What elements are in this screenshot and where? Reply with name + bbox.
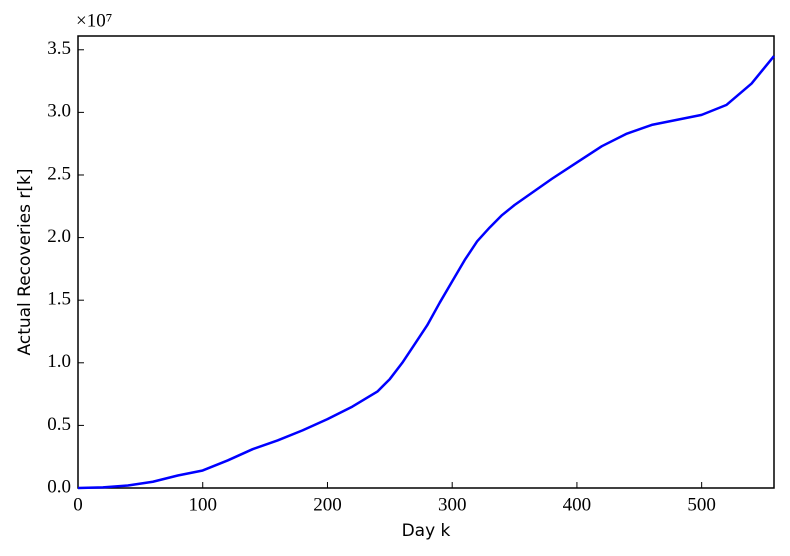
y-tick-label: 0.5 xyxy=(47,414,71,435)
y-axis-label: Actual Recoveries r[k] xyxy=(15,169,35,356)
y-tick-label: 0.0 xyxy=(47,476,71,497)
y-tick-label: 2.0 xyxy=(47,226,71,247)
x-tick-label: 400 xyxy=(563,494,592,515)
y-tick-label: 1.5 xyxy=(47,289,71,310)
y-tick-label: 3.0 xyxy=(47,101,71,122)
x-tick-label: 500 xyxy=(687,494,716,515)
x-axis-label: Day k xyxy=(402,521,451,541)
x-tick-label: 100 xyxy=(188,494,217,515)
x-tick-label: 300 xyxy=(438,494,467,515)
y-tick-label: 1.0 xyxy=(47,351,71,372)
x-tick-label: 200 xyxy=(313,494,342,515)
y-scale-label: ×10⁷ xyxy=(76,10,112,31)
y-tick-label: 2.5 xyxy=(47,163,71,184)
data-line xyxy=(77,55,775,490)
plot-frame xyxy=(77,35,775,489)
y-tick-label: 3.5 xyxy=(47,38,71,59)
x-tick-label: 0 xyxy=(73,494,83,515)
